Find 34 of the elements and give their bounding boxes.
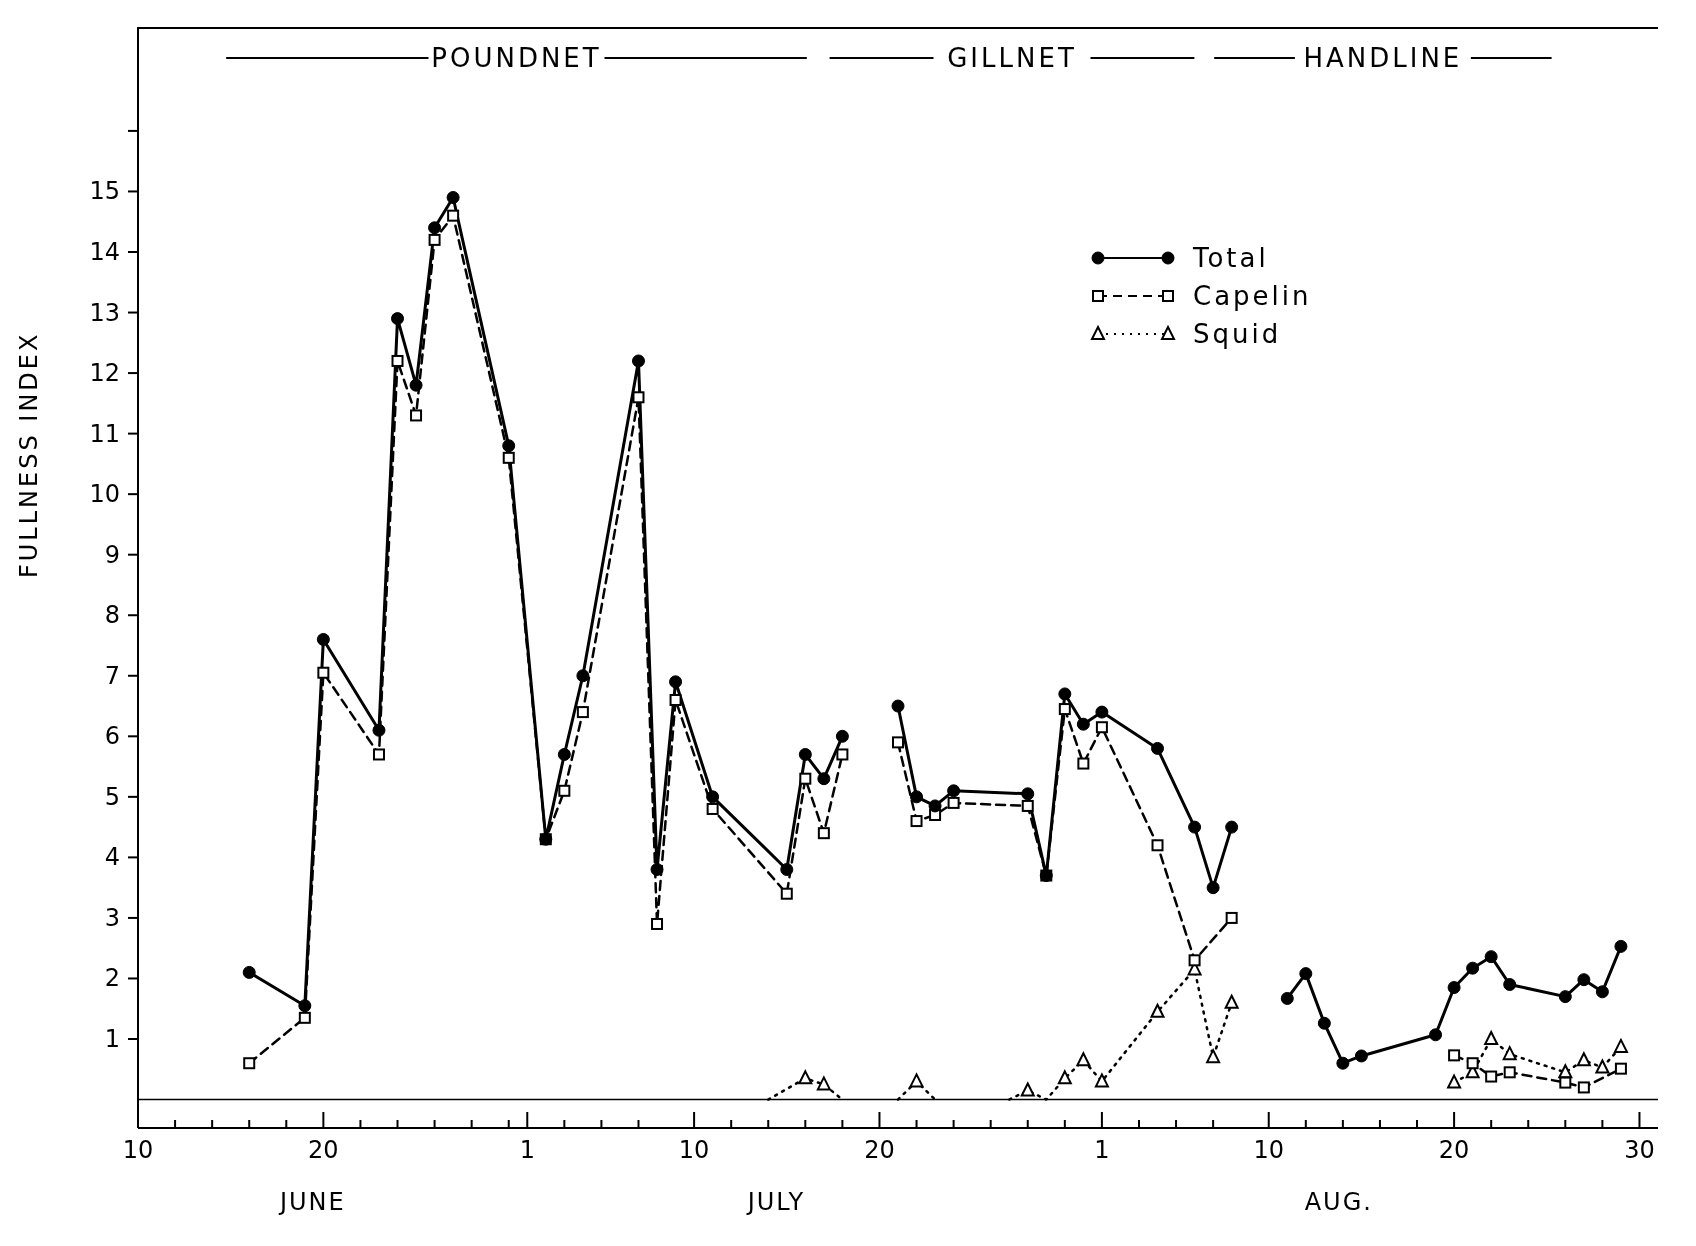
annotation: GILLNET [947,43,1077,73]
annotation: HANDLINE [1303,43,1463,73]
x-tick-label: 10 [678,1136,710,1164]
x-tick-label: 20 [1438,1136,1470,1164]
y-tick-label: 10 [89,480,120,509]
text: AUG. [1304,1188,1373,1216]
y-axis-title: FULLNESS INDEX [14,331,43,578]
legend-label: Total [1192,243,1269,273]
y-tick-label: 2 [104,964,120,993]
y-tick-label: 13 [89,298,120,327]
y-tick-label: 15 [89,177,120,206]
y-tick-label: 14 [89,238,120,266]
y-tick-label: 4 [104,843,120,872]
y-tick-label: 9 [104,540,120,569]
y-tick-label: 11 [89,419,120,448]
y-tick-label: 12 [89,359,120,388]
y-tick-label: 8 [104,601,120,630]
y-tick-label: 5 [104,782,120,811]
annotation: POUNDNET [431,43,602,73]
y-tick-label: 3 [104,903,120,932]
x-tick-label: 20 [308,1136,339,1164]
x-tick-label: 20 [864,1136,895,1164]
y-tick-label: 1 [104,1025,120,1054]
x-tick-label: 1 [519,1136,535,1164]
x-tick-label: 10 [122,1136,154,1164]
x-tick-label: 10 [1253,1136,1285,1164]
legend-label: Capelin [1193,281,1312,311]
legend-label: Squid [1193,319,1282,349]
x-tick-label: 30 [1624,1136,1655,1164]
y-tick-label: 6 [104,722,120,751]
text: JUNE [277,1188,346,1216]
text: JULY [745,1188,806,1216]
x-tick-label: 1 [1094,1136,1110,1164]
y-tick-label: 7 [104,661,120,690]
